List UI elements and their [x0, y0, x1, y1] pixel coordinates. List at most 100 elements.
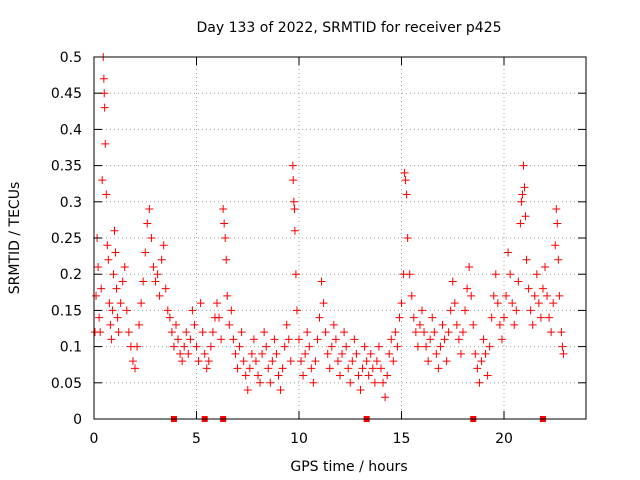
data-point	[370, 378, 379, 387]
data-point	[354, 371, 363, 380]
data-point	[289, 197, 298, 206]
data-point	[512, 306, 521, 315]
data-point	[96, 328, 105, 337]
data-point	[167, 328, 176, 337]
data-point	[438, 320, 447, 329]
data-point	[559, 349, 568, 358]
x-tick-label: 10	[290, 431, 308, 447]
data-point	[106, 320, 115, 329]
data-point	[489, 291, 498, 300]
data-point	[442, 357, 451, 366]
data-point	[280, 342, 289, 351]
data-point	[336, 371, 344, 380]
data-point	[430, 328, 439, 337]
data-point	[289, 176, 298, 185]
data-point	[108, 306, 117, 315]
data-point	[292, 306, 301, 315]
data-point	[98, 176, 107, 185]
data-point	[389, 357, 398, 366]
data-point	[397, 299, 406, 308]
data-point	[182, 328, 191, 337]
data-point	[165, 313, 174, 322]
data-point	[274, 371, 283, 380]
data-point	[291, 270, 300, 279]
x-axis-label: GPS time / hours	[290, 459, 407, 475]
data-point	[239, 357, 248, 366]
data-point	[502, 291, 511, 300]
data-point	[131, 364, 139, 373]
data-point	[122, 306, 131, 315]
data-point	[403, 234, 412, 242]
data-point	[338, 349, 347, 358]
data-point	[139, 277, 148, 286]
data-point	[350, 335, 359, 344]
data-point	[344, 364, 353, 373]
data-point	[409, 313, 418, 322]
data-point	[233, 364, 242, 373]
data-point	[241, 371, 250, 380]
data-point	[301, 349, 310, 358]
data-point	[217, 335, 226, 344]
data-point	[436, 342, 445, 351]
data-point	[178, 357, 187, 366]
data-point	[333, 357, 342, 366]
data-point	[231, 349, 240, 358]
grid	[94, 57, 586, 419]
data-point	[352, 349, 361, 358]
data-point	[481, 349, 490, 358]
data-point	[113, 313, 122, 322]
y-tick-label: 0.5	[60, 50, 82, 66]
data-point	[418, 306, 426, 315]
data-point	[485, 342, 494, 351]
data-point	[327, 342, 336, 351]
data-point	[553, 219, 562, 228]
data-point	[557, 328, 566, 337]
data-point	[315, 313, 324, 322]
y-tick-label: 0.05	[51, 376, 82, 392]
y-tick-label: 0.2	[60, 267, 82, 283]
data-point	[465, 262, 474, 271]
data-point	[118, 277, 127, 286]
data-point	[420, 328, 429, 337]
data-point	[508, 299, 517, 308]
data-point	[422, 342, 431, 351]
data-point	[194, 357, 203, 366]
data-point	[161, 284, 170, 293]
data-point	[124, 328, 133, 337]
data-point	[102, 190, 111, 199]
data-point	[272, 349, 281, 358]
data-point	[258, 349, 267, 358]
data-point	[220, 219, 229, 228]
data-point	[105, 299, 114, 308]
data-point	[368, 364, 377, 373]
data-point	[174, 335, 183, 344]
data-point	[342, 342, 351, 351]
data-point	[362, 357, 371, 366]
data-point	[381, 393, 390, 402]
data-point	[475, 378, 484, 387]
y-tick-label: 0.1	[60, 340, 82, 356]
x-tick-label: 20	[495, 431, 513, 447]
data-point	[309, 378, 318, 387]
data-point	[517, 197, 526, 206]
data-point	[303, 328, 312, 337]
y-tick-label: 0.35	[51, 159, 82, 175]
data-point	[325, 364, 334, 373]
data-point	[245, 364, 254, 373]
y-tick-label: 0.25	[51, 231, 82, 247]
data-point	[196, 299, 205, 308]
data-point	[180, 342, 189, 351]
data-point	[198, 328, 207, 337]
data-point	[149, 262, 158, 271]
data-point	[331, 335, 340, 344]
data-point	[329, 320, 338, 329]
data-point	[235, 342, 244, 351]
data-point	[176, 349, 185, 358]
data-point	[530, 291, 539, 300]
data-point	[307, 364, 316, 373]
data-point	[215, 313, 224, 322]
data-point	[477, 357, 486, 366]
data-point	[268, 357, 277, 366]
data-point	[143, 219, 152, 228]
data-point	[323, 349, 332, 358]
